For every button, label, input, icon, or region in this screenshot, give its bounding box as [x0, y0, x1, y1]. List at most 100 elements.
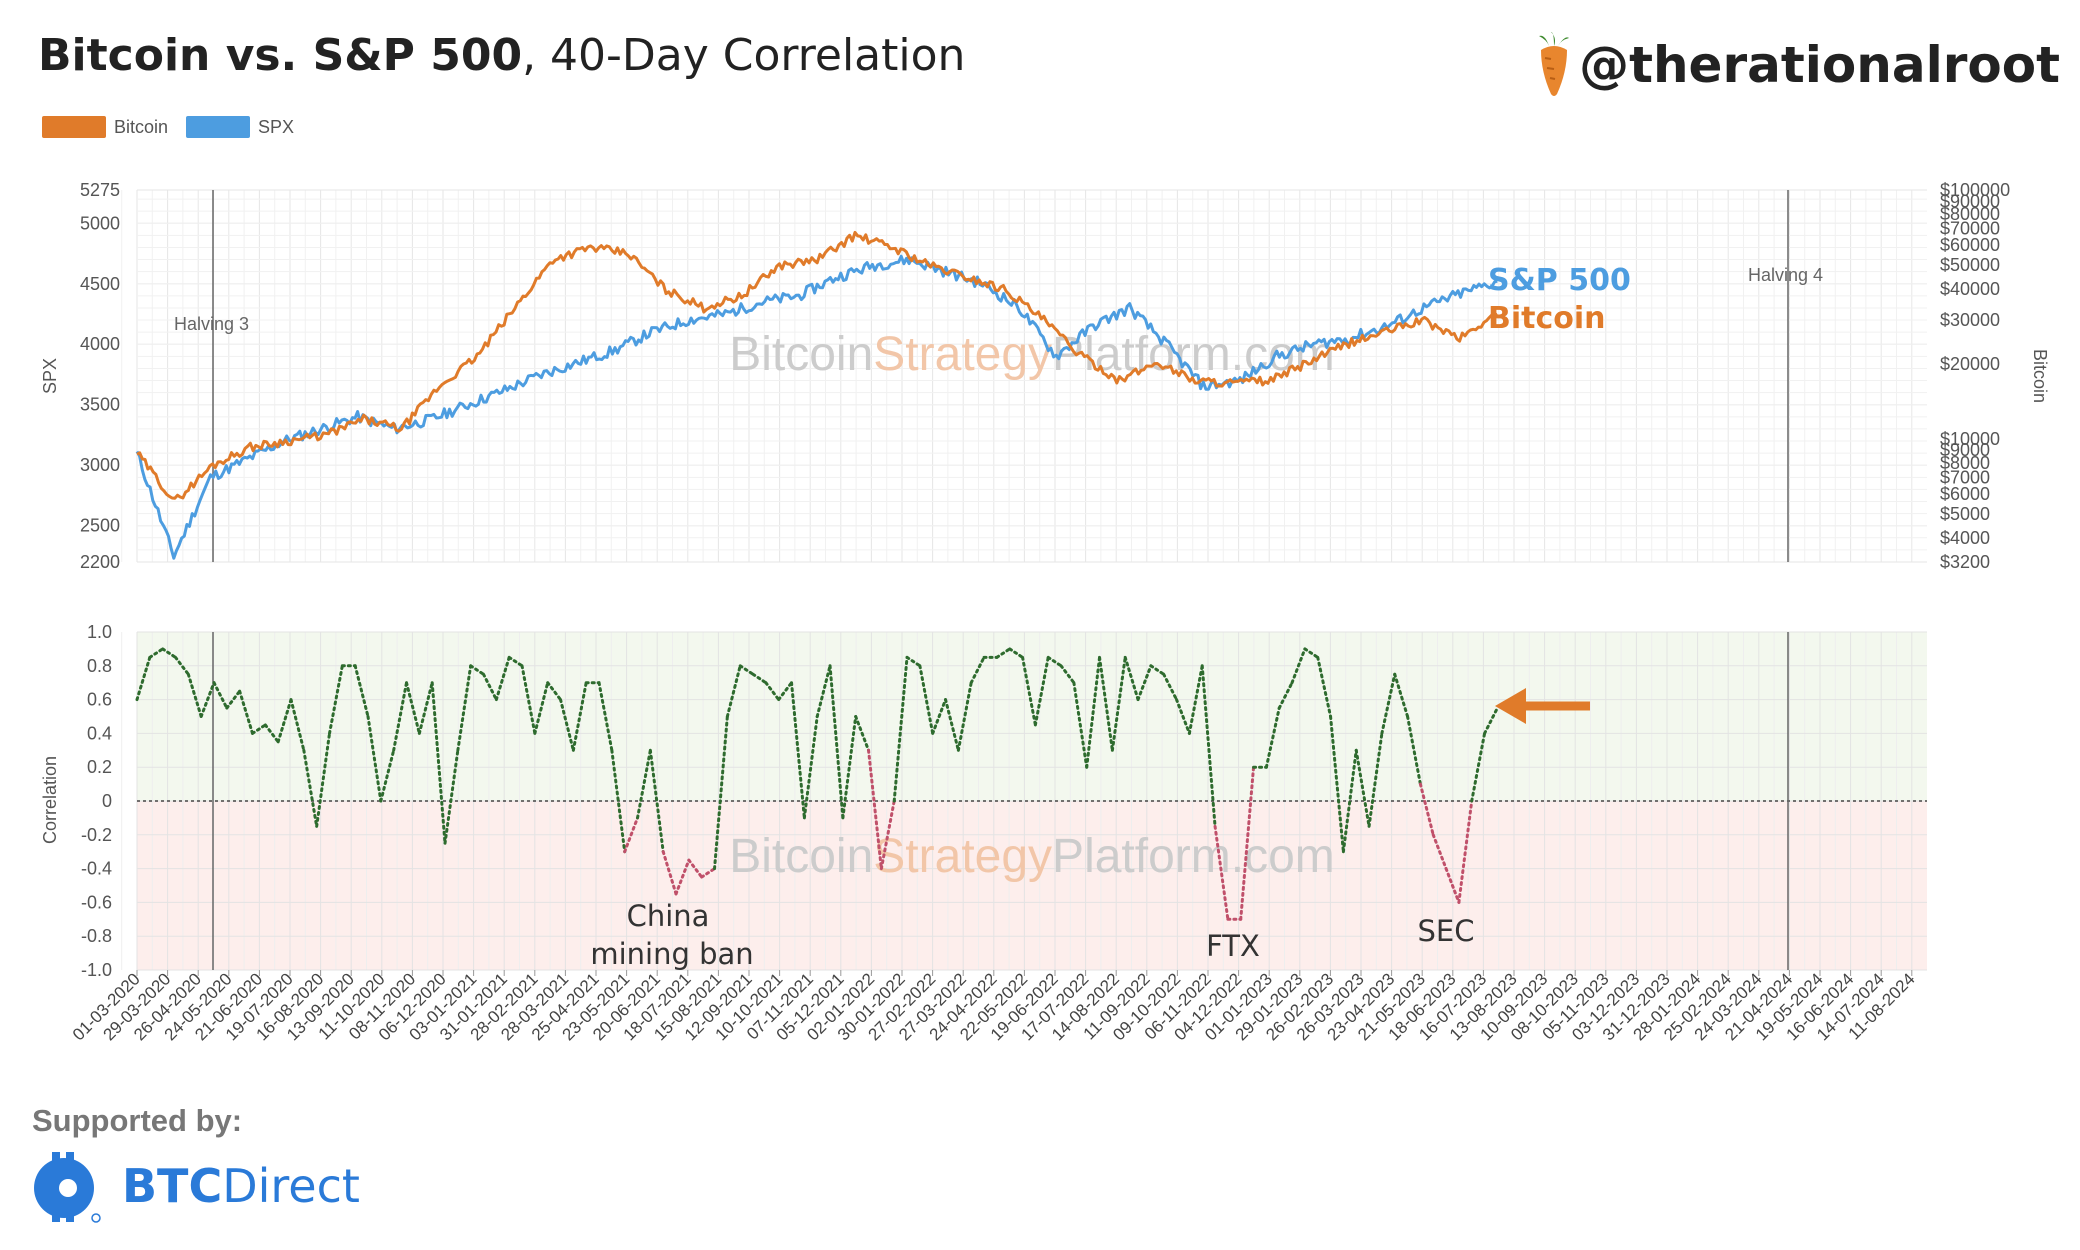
correlation-tick-label: 0.4: [87, 723, 112, 743]
ftx-annotation: FTX: [1206, 929, 1260, 963]
china-annotation-line2: mining ban: [590, 937, 753, 971]
correlation-segment: [135, 655, 152, 702]
watermark-part: Platform.com: [1052, 830, 1335, 883]
correlation-segment: [995, 647, 1012, 659]
correlation-segment: [1329, 715, 1345, 854]
china-annotation-line1: China: [627, 899, 710, 933]
correlation-segment: [1149, 664, 1166, 676]
correlation-segment: [1187, 664, 1204, 735]
correlation-segment: [353, 664, 370, 718]
correlation-segment: [1380, 672, 1397, 735]
sp500-series-label: S&P 500: [1488, 263, 1631, 298]
correlation-segment: [1264, 706, 1281, 769]
correlation-segment: [212, 681, 229, 710]
correlation-tick-label: 1.0: [87, 622, 112, 642]
legend: Bitcoin SPX: [42, 116, 312, 138]
correlation-segment: [790, 681, 806, 820]
correlation-tick-label: -0.8: [81, 926, 112, 946]
correlation-segment: [469, 664, 486, 676]
bitcoin-tick-label: $10000: [1940, 429, 2000, 449]
correlation-segment: [1431, 833, 1448, 871]
correlation-segment: [289, 698, 306, 752]
correlation-tick-label: -0.6: [81, 892, 112, 912]
legend-item-spx[interactable]: SPX: [186, 116, 294, 138]
bitcoin-tick-label: $3200: [1940, 552, 1990, 572]
correlation-segment: [648, 748, 665, 854]
correlation-segment: [1341, 748, 1358, 854]
spx-tick-label: 4500: [80, 274, 120, 294]
bitcoin-tick-label: $70000: [1940, 219, 2000, 239]
correlation-segment: [1085, 655, 1102, 769]
correlation-segment: [777, 681, 794, 702]
watermark-part: Strategy: [873, 328, 1052, 381]
halving-4-label: Halving 4: [1748, 265, 1823, 285]
chart-canvas: 52755000450040003500300025002200$100000$…: [40, 180, 2050, 1044]
correlation-segment: [892, 655, 909, 803]
correlation-segment: [559, 698, 575, 752]
correlation-segment: [405, 681, 421, 735]
correlation-segment: [854, 715, 871, 752]
legend-swatch-spx: [186, 116, 251, 138]
bitcoin-tick-label: $90000: [1940, 191, 2000, 211]
correlation-segment: [1406, 715, 1422, 786]
correlation-segment: [1072, 681, 1089, 769]
correlation-segment: [1367, 731, 1384, 828]
bitcoin-line: [136, 230, 1499, 500]
bitcoin-tick-label: $6000: [1940, 484, 1990, 504]
legend-item-bitcoin[interactable]: Bitcoin: [42, 116, 168, 138]
correlation-segment: [841, 715, 858, 820]
correlation-segment: [674, 858, 691, 896]
correlation-segment: [867, 748, 883, 871]
correlation-segment: [1123, 655, 1140, 702]
correlation-segment: [571, 681, 588, 752]
bitcoin-series-label: Bitcoin: [1488, 301, 1606, 336]
spx-tick-label: 2500: [80, 516, 120, 536]
correlation-segment: [199, 681, 216, 718]
correlation-tick-label: 0: [102, 791, 112, 811]
correlation-segment: [482, 672, 498, 702]
spx-tick-label: 2200: [80, 552, 120, 572]
correlation-segment: [1457, 799, 1474, 904]
correlation-segment: [1162, 672, 1179, 702]
correlation-axis-title: Correlation: [40, 756, 60, 844]
correlation-segment: [1290, 647, 1307, 685]
author-handle[interactable]: @therationalroot: [1537, 32, 2060, 98]
spx-tick-label: 3500: [80, 395, 120, 415]
correlation-segment: [494, 655, 511, 702]
bitcoin-tick-label: $50000: [1940, 255, 2000, 275]
correlation-tick-label: -0.2: [81, 825, 112, 845]
handle-text: @therationalroot: [1579, 36, 2060, 94]
watermark-part: Bitcoin: [729, 830, 873, 883]
correlation-segment: [302, 748, 319, 828]
correlation-segment: [148, 647, 165, 659]
correlation-segment: [1470, 731, 1487, 803]
correlation-segment: [430, 681, 447, 845]
correlation-segment: [174, 655, 190, 676]
correlation-segment: [1200, 664, 1217, 828]
correlation-segment: [1046, 655, 1063, 668]
watermark: BitcoinStrategyPlatform.com: [729, 830, 1335, 883]
legend-swatch-bitcoin: [42, 116, 106, 138]
spx-line: [135, 254, 1498, 560]
watermark-part: Bitcoin: [729, 328, 873, 381]
correlation-segment: [828, 664, 845, 820]
correlation-segment: [186, 672, 203, 718]
correlation-tick-label: -0.4: [81, 859, 112, 879]
correlation-segment: [328, 664, 344, 735]
correlation-segment: [1483, 706, 1499, 735]
bitcoin-tick-label: $20000: [1940, 354, 2000, 374]
correlation-segment: [456, 664, 473, 752]
legend-label-spx: SPX: [258, 116, 295, 137]
spx-tick-label: 5275: [80, 180, 120, 200]
correlation-segment: [546, 681, 563, 702]
correlation-segment: [1444, 867, 1461, 904]
correlation-segment: [1033, 655, 1050, 727]
correlation-segment: [1303, 647, 1320, 659]
correlation-segment: [1418, 782, 1435, 837]
carrot-icon: [1539, 32, 1570, 96]
correlation-segment: [713, 715, 729, 871]
correlation-segment: [276, 698, 293, 744]
spx-tick-label: 3000: [80, 455, 120, 475]
btc-direct-logo[interactable]: BTCDirect: [30, 1148, 360, 1224]
correlation-segment: [443, 748, 460, 845]
